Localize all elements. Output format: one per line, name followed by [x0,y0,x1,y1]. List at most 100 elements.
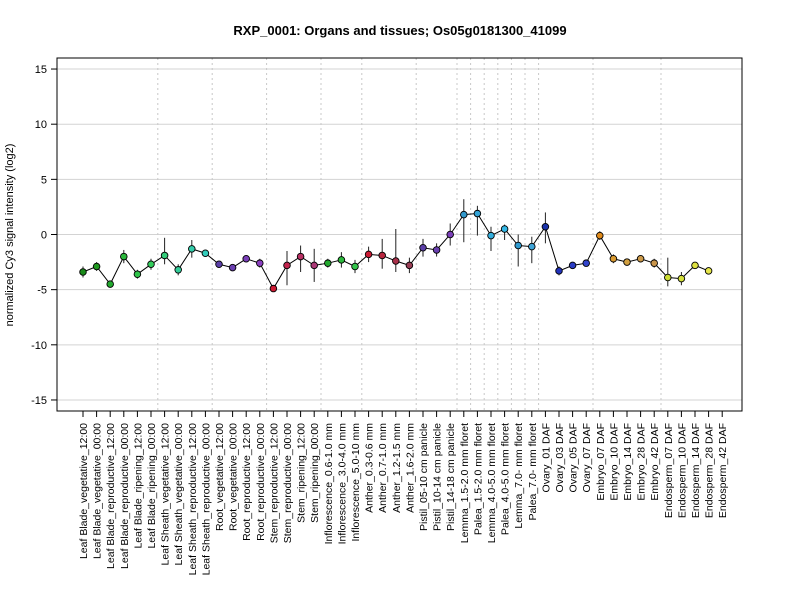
data-point [296,252,305,261]
x-tick-label: Leaf Blade_ripening_00:00 [146,423,158,549]
x-tick-label: Palea_1.5-2.0 mm floret [472,423,484,535]
x-tick-label: Leaf Blade_ripening_12:00 [132,423,144,549]
x-tick-label: Stem_reproductive_12:00 [268,423,280,543]
x-tick-label: Leaf Blade_vegetative_12:00 [78,423,90,559]
y-axis-label: normalized Cy3 signal intensity (log2) [4,144,16,327]
data-point [106,280,114,288]
x-tick-label: Leaf Sheath_reproductive_12:00 [187,423,199,576]
data-point [364,250,373,259]
data-point [215,260,223,269]
x-tick-label: Palea_7.0- mm floret [527,423,539,521]
x-tick-label: Pistil_14-18 cm panicle [445,423,457,531]
data-point [269,284,278,293]
x-tick-label: Anther_1.6-2.0 mm [404,423,416,513]
data-point [650,259,658,267]
x-tick-label: Embryo_07 DAF [595,423,607,501]
data-point [460,210,468,219]
x-tick-label: Embryo_10 DAF [608,423,620,501]
y-tick-label: 15 [35,64,47,76]
data-point [514,241,522,250]
data-point [582,259,590,267]
x-tick-label: Root_reproductive_00:00 [255,423,267,541]
data-point [500,225,509,233]
x-tick-label: Ovary_01 DAF [540,423,552,492]
x-tick-label: Leaf Blade_reproductive_00:00 [119,423,131,569]
x-tick-label: Leaf Sheath_vegetative_00:00 [173,423,185,566]
x-tick-label: Endosperm_14 DAF [690,423,702,518]
data-point [228,263,237,272]
y-tick-label: -15 [31,395,47,407]
data-point [691,261,699,270]
data-point [405,261,414,270]
x-tick-label: Embryo_42 DAF [649,423,661,501]
data-point [541,223,550,231]
x-tick-label: Endosperm_42 DAF [717,423,729,518]
data-point [201,249,210,258]
data-point [310,261,318,270]
data-point [636,255,645,263]
x-tick-label: Palea_4.0-5.0 mm floret [500,423,512,535]
x-tick-label: Anther_0.3-0.6 mm [364,423,376,513]
x-tick-label: Ovary_03 DAF [554,423,566,492]
data-point [568,261,577,270]
x-tick-label: Leaf Sheath_reproductive_00:00 [200,423,212,576]
x-tick-label: Lemma_7.0- mm floret [513,423,525,529]
data-point [133,270,142,278]
x-tick-label: Lemma_1.5-2.0 mm floret [459,423,471,543]
data-point [487,231,495,240]
data-point [664,273,672,282]
data-point [92,262,101,271]
data-point [392,257,400,265]
x-tick-label: Ovary_05 DAF [568,423,580,492]
x-tick-label: Pistil_05-10 cm panicle [418,423,430,531]
x-tick-label: Embryo_14 DAF [622,423,634,501]
y-tick-label: -5 [37,285,47,297]
data-point [256,259,264,267]
data-point [677,274,686,283]
y-tick-label: 5 [41,174,47,186]
data-point [242,255,250,263]
data-point [120,252,128,261]
x-tick-label: Stem_reproductive_00:00 [282,423,294,543]
data-point [174,266,182,274]
x-tick-label: Stem_ripening_00:00 [309,423,321,523]
x-tick-label: Ovary_07 DAF [581,423,593,492]
x-tick-label: Root_vegetative_00:00 [228,423,240,531]
x-tick-label: Stem_ripening_12:00 [296,423,308,523]
data-point [555,267,563,275]
y-tick-label: 10 [35,119,47,131]
x-tick-label: Pistil_10-14 cm panicle [432,423,444,531]
x-tick-label: Anther_0.7-1.0 mm [377,423,389,513]
data-point [609,255,618,263]
data-point [188,245,196,253]
data-point [283,261,291,270]
x-tick-label: Leaf Sheath_vegetative_12:00 [160,423,172,566]
data-point [351,262,359,271]
data-point [324,259,332,267]
y-tick-label: 0 [41,230,47,242]
x-tick-label: Endosperm_07 DAF [663,423,675,518]
x-tick-label: Inflorescence_0.6-1.0 mm [323,423,335,545]
x-tick-label: Endosperm_28 DAF [704,423,716,518]
data-point [473,209,482,218]
chart-title: RXP_0001: Organs and tissues; Os05g01813… [233,23,566,38]
x-tick-label: Inflorescence_3.0-4.0 mm [336,423,348,545]
x-tick-label: Endosperm_10 DAF [676,423,688,518]
y-tick-label: -10 [31,340,47,352]
x-tick-label: Root_vegetative_12:00 [214,423,226,531]
x-tick-label: Lemma_4.0-5.0 mm floret [486,423,498,543]
data-point [378,251,386,260]
data-point [704,267,713,275]
x-tick-label: Inflorescence_5.0-10 mm [350,423,362,542]
data-point [623,258,631,266]
data-point [432,246,441,254]
data-point [160,251,169,260]
data-point [528,242,536,251]
x-tick-label: Anther_1.2-1.5 mm [391,423,403,513]
x-tick-label: Leaf Blade_vegetative_00:00 [92,423,104,559]
data-point [79,268,87,276]
x-tick-label: Embryo_28 DAF [636,423,648,501]
x-tick-label: Root_reproductive_12:00 [241,423,253,541]
data-point [446,230,454,239]
